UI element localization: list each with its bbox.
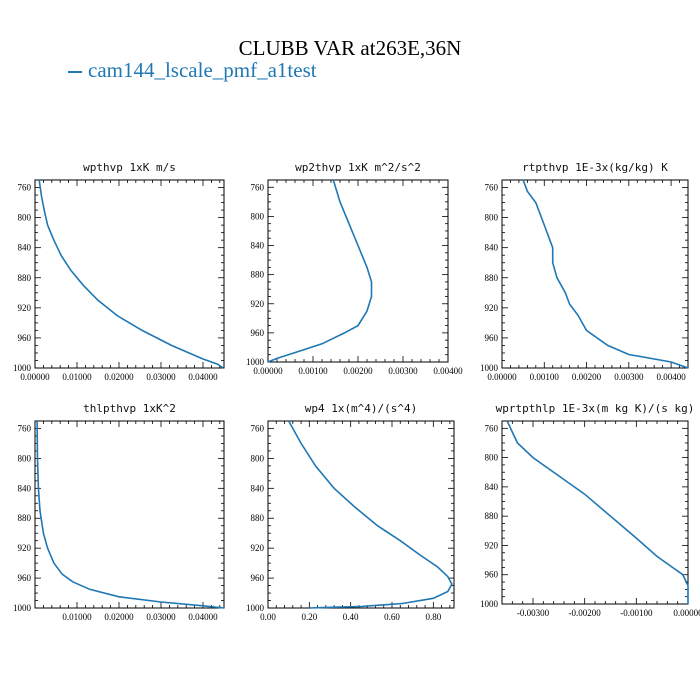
- y-tick-label: 840: [485, 243, 499, 253]
- y-tick-label: 960: [485, 333, 499, 343]
- y-tick-label: 920: [18, 303, 32, 313]
- x-tick-label: 0.02000: [104, 372, 134, 382]
- y-tick-label: 800: [485, 213, 499, 223]
- x-tick-label: 0.00400: [656, 372, 686, 382]
- y-tick-label: 1000: [480, 599, 499, 609]
- panel-title: rtpthvp 1E-3x(kg/kg) K: [522, 161, 668, 174]
- y-tick-label: 800: [251, 453, 265, 463]
- y-tick-label: 760: [251, 182, 265, 192]
- x-tick-label: 0.00: [260, 612, 276, 622]
- y-tick-label: 920: [485, 540, 499, 550]
- y-tick-label: 1000: [13, 603, 32, 613]
- x-tick-label: 0.00100: [530, 372, 560, 382]
- y-tick-label: 920: [18, 543, 32, 553]
- plot-frame: [501, 179, 689, 369]
- x-tick-label: 0.01000: [62, 372, 92, 382]
- x-tick-label: 0.00300: [388, 366, 418, 376]
- x-tick-label: 0.40: [343, 612, 359, 622]
- x-tick-label: 0.00200: [572, 372, 602, 382]
- y-tick-label: 840: [18, 243, 32, 253]
- x-tick-label: 0.00100: [298, 366, 328, 376]
- panel-title: wprtpthlp 1E-3x(m kg K)/(s kg): [496, 402, 695, 415]
- y-tick-label: 920: [251, 299, 265, 309]
- x-tick-label: 0.60: [384, 612, 400, 622]
- y-tick-label: 1000: [246, 603, 265, 613]
- panel-title: thlpthvp 1xK^2: [83, 402, 176, 415]
- panel-1: wpthvp 1xK m/s 760 800 840 880 920 960 10000.00…: [13, 161, 225, 382]
- figure-title: CLUBB VAR at263E,36N: [238, 36, 462, 60]
- y-tick-label: 800: [18, 213, 32, 223]
- panel-6: wprtpthlp 1E-3x(m kg K)/(s kg) 760 800 840 8…: [480, 402, 700, 618]
- x-tick-label: -0.00200: [569, 608, 602, 618]
- x-tick-label: -0.00100: [620, 608, 653, 618]
- panel-title: wp4 1x(m^4)/(s^4): [305, 402, 418, 415]
- y-tick-label: 840: [18, 483, 32, 493]
- y-tick-label: 1000: [480, 363, 499, 373]
- legend-label: cam144_lscale_pmf_a1test: [88, 58, 317, 82]
- y-tick-label: 920: [485, 303, 499, 313]
- x-tick-label: 0.00000: [20, 372, 50, 382]
- y-tick-label: 1000: [246, 357, 265, 367]
- x-tick-label: -0.00300: [517, 608, 550, 618]
- x-tick-label: 0.03000: [146, 612, 176, 622]
- plot-frame: [267, 420, 455, 609]
- y-tick-label: 880: [18, 273, 32, 283]
- y-tick-label: 760: [18, 183, 32, 193]
- panel-title: wpthvp 1xK m/s: [83, 161, 176, 174]
- plot-frame: [34, 420, 225, 609]
- legend-swatch: [68, 71, 82, 74]
- x-tick-label: 0.80: [425, 612, 441, 622]
- x-tick-label: 0.00000: [487, 372, 517, 382]
- y-tick-label: 960: [251, 573, 265, 583]
- plot-frame: [501, 420, 689, 605]
- series-line: [38, 179, 224, 369]
- y-tick-label: 1000: [13, 363, 32, 373]
- x-tick-label: 0.03000: [146, 372, 176, 382]
- legend: cam144_lscale_pmf_a1test: [68, 58, 317, 83]
- y-tick-label: 800: [251, 211, 265, 221]
- y-tick-label: 880: [18, 513, 32, 523]
- panel-3: rtpthvp 1E-3x(kg/kg) K 760 800 840 880 920 960…: [480, 161, 689, 382]
- x-tick-label: 0.00200: [343, 366, 373, 376]
- plot-frame: [267, 179, 449, 363]
- panel-5: wp4 1x(m^4)/(s^4)76080084088092096010000…: [246, 402, 455, 622]
- y-tick-label: 880: [485, 273, 499, 283]
- panel-title: wp2thvp 1xK m^2/s^2: [295, 161, 421, 174]
- x-tick-label: 0.01000: [62, 612, 92, 622]
- y-tick-label: 800: [485, 453, 499, 463]
- y-tick-label: 840: [251, 483, 265, 493]
- x-tick-label: 0.02000: [104, 612, 134, 622]
- x-tick-label: 0.04000: [188, 612, 218, 622]
- plot-frame: [34, 179, 225, 369]
- x-tick-label: 0.20: [301, 612, 317, 622]
- y-tick-label: 840: [485, 482, 499, 492]
- x-tick-label: 0.00400: [433, 366, 463, 376]
- y-tick-label: 960: [18, 333, 32, 343]
- y-tick-label: 840: [251, 241, 265, 251]
- x-tick-label: 0.04000: [188, 372, 218, 382]
- series-line: [288, 420, 453, 609]
- series-line: [522, 179, 689, 369]
- y-tick-label: 960: [251, 328, 265, 338]
- x-tick-label: 0.00300: [614, 372, 644, 382]
- y-tick-label: 960: [18, 573, 32, 583]
- y-tick-label: 760: [18, 423, 32, 433]
- x-tick-label: 0.00000: [253, 366, 283, 376]
- series-line: [36, 420, 225, 609]
- series-line: [267, 179, 373, 363]
- series-line: [506, 420, 689, 604]
- y-tick-label: 800: [18, 453, 32, 463]
- panel-2: wp2thvp 1xK m^2/s^2 760 800 840 880 920 960 100…: [246, 161, 463, 376]
- y-tick-label: 880: [485, 511, 499, 521]
- y-tick-label: 920: [251, 543, 265, 553]
- y-tick-label: 960: [485, 570, 499, 580]
- y-tick-label: 760: [485, 183, 499, 193]
- panel-4: thlpthvp 1xK^2 760 800 840 880 920 960 1000 0.01…: [13, 402, 225, 622]
- x-tick-label: 0.00000: [673, 608, 700, 618]
- y-tick-label: 880: [251, 513, 265, 523]
- y-tick-label: 880: [251, 270, 265, 280]
- y-tick-label: 760: [485, 423, 499, 433]
- y-tick-label: 760: [251, 423, 265, 433]
